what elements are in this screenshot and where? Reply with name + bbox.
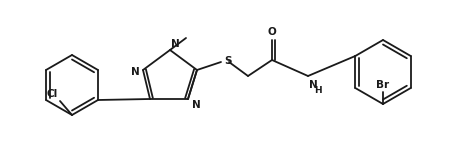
- Text: H: H: [314, 86, 322, 95]
- Text: N: N: [192, 100, 201, 110]
- Text: Cl: Cl: [47, 89, 58, 99]
- Text: Br: Br: [377, 80, 389, 90]
- Text: N: N: [171, 39, 180, 49]
- Text: O: O: [268, 27, 277, 37]
- Text: N: N: [309, 80, 318, 90]
- Text: S: S: [224, 56, 231, 66]
- Text: N: N: [131, 67, 140, 77]
